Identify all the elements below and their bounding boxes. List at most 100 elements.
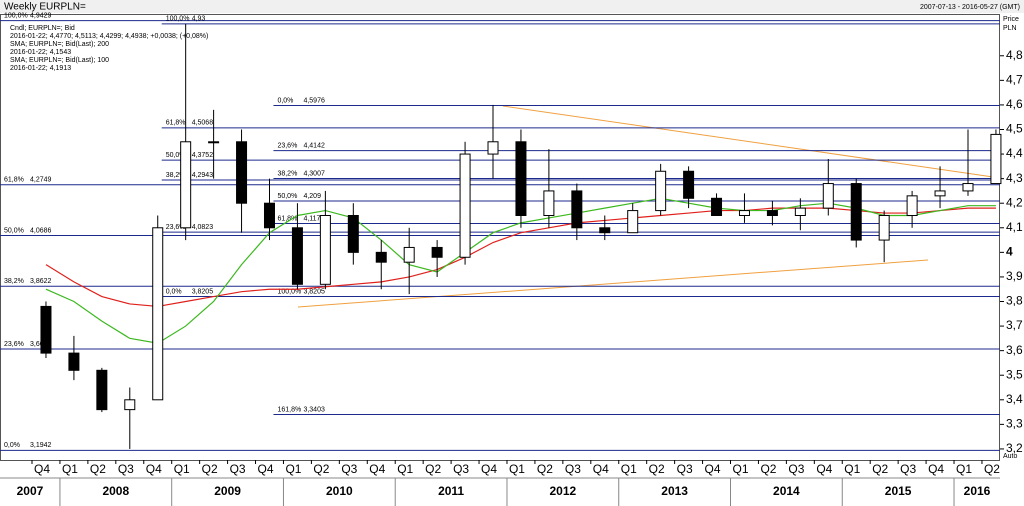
x-tick-label: Q4 [34,462,50,476]
candle-body [794,207,806,216]
y-tick-label: 4,6 [1006,97,1023,111]
x-tick-label: Q4 [481,462,497,476]
fib-pct: 161,8% [277,406,301,413]
legend-entry: 2016-01-22; 4,1543 [10,49,71,56]
title-bar [0,0,1024,13]
y-tick-label: 3,6 [1006,343,1023,357]
year-label: 2015 [885,484,912,498]
x-tick-label: Q1 [621,462,637,476]
candle-body [487,141,499,155]
fib-pct: 61,8% [166,120,186,127]
legend-entry: SMA; EURPLN=; Bid(Last); 200 [10,41,109,48]
y-tick-label: 4 [1006,245,1013,259]
candle-body [683,170,695,199]
candle-body [515,141,527,216]
legend-entry: 2016-01-22; 4,4770; 4,5113; 4,4299; 4,49… [10,33,208,40]
fib-value: 4,0823 [192,224,214,231]
x-tick-label: Q4 [928,462,944,476]
year-label: 2013 [661,484,688,498]
candle-body [319,214,331,285]
candle-body [180,141,192,229]
fib-value: 3,8205 [192,288,214,295]
year-label: 2012 [550,484,577,498]
x-tick-label: Q1 [174,462,190,476]
candle-body [124,399,136,411]
y-tick-label: 3,9 [1006,269,1023,283]
x-tick-label: Q4 [705,462,721,476]
fib-pct: 50,0% [4,227,24,234]
legend-entry: SMA; EURPLN=; Bid(Last); 100 [10,57,109,64]
candle-body [962,183,974,192]
fib-value: 4,5976 [303,97,325,104]
x-tick-label: Q2 [649,462,665,476]
fib-value: 4,3752 [192,152,214,159]
x-tick-label: Q2 [760,462,776,476]
trend-line [502,105,1001,179]
fib-value: 3,8205 [303,288,325,295]
legend-entry: 2016-01-22; 4,1913 [10,65,71,72]
x-tick-label: Q4 [369,462,385,476]
x-tick-label: Q3 [788,462,804,476]
fib-pct: 38,2% [166,172,186,179]
candle-body [40,305,52,354]
x-tick-label: Q2 [872,462,888,476]
fib-value: 4,2749 [30,177,52,184]
sma-line [45,207,996,308]
plot-frame [0,14,1000,461]
candle-body [627,210,639,234]
fib-pct: 0,0% [166,288,182,295]
fib-value: 4,4142 [303,142,325,149]
y-tick-label: 3,7 [1006,318,1023,332]
date-range: 2007-07-13 - 2016-05-27 (GMT) [920,4,1020,11]
fib-value: 4,5068 [192,120,214,127]
currency: PLN [1003,25,1017,32]
x-tick-label: Q2 [202,462,218,476]
candle-body [850,183,862,241]
candle-body [990,133,1002,185]
fib-value: 4,3007 [303,170,325,177]
fib-pct: 100,0% [277,288,301,295]
axis-label: Price [1003,16,1019,23]
candle-body [934,190,946,197]
candle-body [766,210,778,216]
scale-mode: Auto [1003,453,1018,460]
x-tick-label: Q3 [118,462,134,476]
x-tick-label: Q1 [733,462,749,476]
fib-pct: 50,0% [166,152,186,159]
year-label: 2009 [214,484,241,498]
fib-value: 4,0686 [30,227,52,234]
fib-value: 4,93 [192,16,206,23]
fib-value: 3,3403 [303,406,325,413]
x-tick-label: Q4 [146,462,162,476]
x-tick-label: Q1 [285,462,301,476]
x-tick-label: Q4 [258,462,274,476]
x-tick-label: Q3 [230,462,246,476]
fib-pct: 23,6% [4,341,24,348]
candle-body [431,246,443,258]
candle-body [152,227,164,401]
candle-body [68,352,80,371]
candle-body [711,197,723,216]
y-tick-label: 3,5 [1006,367,1023,381]
candle-body [655,170,667,212]
fib-pct: 38,2% [277,170,297,177]
year-label: 2016 [964,484,991,498]
candle-body [571,190,583,229]
x-tick-label: Q1 [62,462,78,476]
candle-body [878,214,890,241]
y-tick-label: 4,3 [1006,171,1023,185]
year-label: 2007 [17,484,44,498]
x-tick-label: Q3 [341,462,357,476]
legend-entry: Cndl; EURPLN=; Bid [10,25,75,32]
year-label: 2011 [438,484,464,498]
fib-pct: 0,0% [277,97,293,104]
fib-pct: 50,0% [277,193,297,200]
candle-body [263,202,275,229]
candle-body [906,195,918,216]
fib-pct: 61,8% [4,177,24,184]
year-label: 2010 [326,484,353,498]
fib-pct: 0,0% [4,442,20,449]
y-tick-label: 3,4 [1006,392,1023,406]
